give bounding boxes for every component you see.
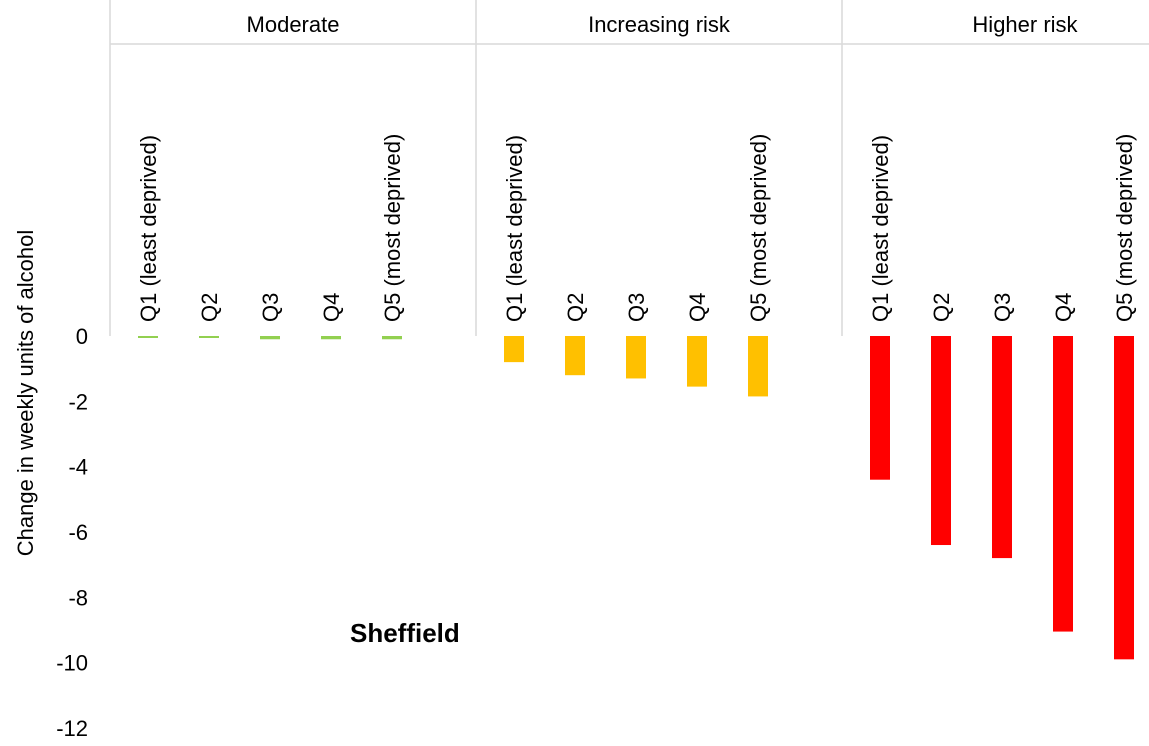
bar — [748, 336, 768, 397]
category-label: Q3 — [258, 293, 283, 322]
bar — [504, 336, 524, 363]
bars — [138, 336, 1134, 660]
group-labels: Moderate Increasing risk Higher risk — [247, 12, 1079, 37]
category-label: Q2 — [563, 293, 588, 322]
category-label: Q4 — [1051, 293, 1076, 322]
bar — [931, 336, 951, 546]
y-tick-label: -8 — [68, 585, 88, 610]
bar — [382, 336, 402, 340]
bar — [687, 336, 707, 387]
category-label: Q3 — [990, 293, 1015, 322]
group-label: Moderate — [247, 12, 340, 37]
group-label: Higher risk — [972, 12, 1078, 37]
bar — [1053, 336, 1073, 632]
y-tick-label: -4 — [68, 455, 88, 480]
bar — [1114, 336, 1134, 660]
y-axis-ticks: 0 -2 -4 -6 -8 -10 -12 — [56, 324, 88, 741]
bar — [870, 336, 890, 480]
bar — [321, 336, 341, 340]
category-label: Q5 (most deprived) — [1112, 134, 1137, 322]
y-tick-label: 0 — [76, 324, 88, 349]
category-labels: Q1 (least deprived) Q2 Q3 Q4 Q5 (most depriv… — [136, 134, 1137, 322]
category-label: Q1 (least deprived) — [136, 135, 161, 322]
group-label: Increasing risk — [588, 12, 731, 37]
category-label: Q4 — [319, 293, 344, 322]
chart-annotation: Sheffield — [350, 618, 460, 648]
bar — [138, 336, 158, 338]
bar — [565, 336, 585, 376]
y-tick-label: -6 — [68, 520, 88, 545]
category-label: Q5 (most deprived) — [746, 134, 771, 322]
bar — [626, 336, 646, 379]
y-tick-label: -10 — [56, 651, 88, 676]
category-label: Q1 (least deprived) — [502, 135, 527, 322]
y-tick-label: -2 — [68, 389, 88, 414]
category-label: Q5 (most deprived) — [380, 134, 405, 322]
y-tick-label: -12 — [56, 716, 88, 741]
panel-lines — [109, 0, 1149, 336]
category-label: Q1 (least deprived) — [868, 135, 893, 322]
category-label: Q2 — [929, 293, 954, 322]
category-label: Q2 — [197, 293, 222, 322]
bar — [992, 336, 1012, 559]
bar — [260, 336, 280, 340]
category-label: Q3 — [624, 293, 649, 322]
bar — [199, 336, 219, 338]
y-axis-title: Change in weekly units of alcohol — [13, 230, 38, 557]
category-label: Q4 — [685, 293, 710, 322]
